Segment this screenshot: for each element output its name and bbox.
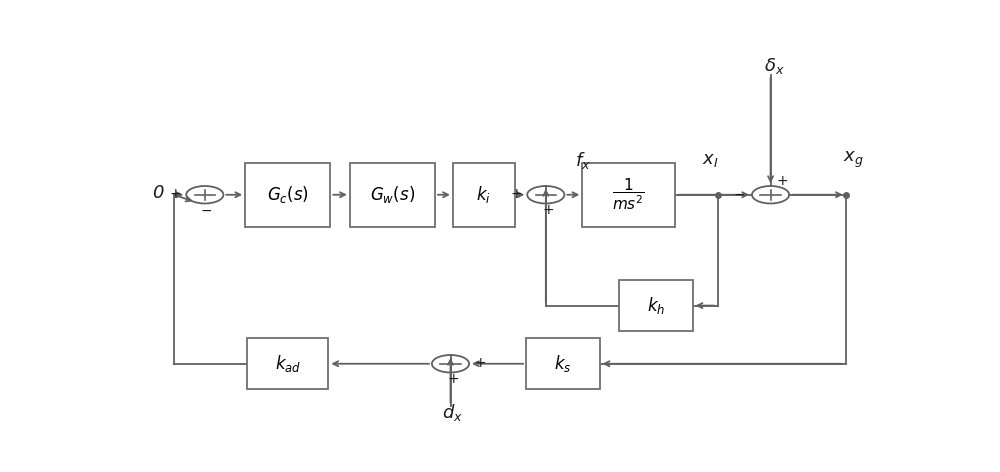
Text: $d_x$: $d_x$ (442, 402, 463, 422)
Text: $G_c(s)$: $G_c(s)$ (267, 184, 309, 205)
FancyBboxPatch shape (350, 163, 435, 227)
Text: $k_{ad}$: $k_{ad}$ (275, 353, 301, 374)
Text: 0: 0 (153, 184, 164, 202)
Text: +: + (170, 186, 181, 201)
Text: $-$: $-$ (200, 202, 212, 217)
Text: $k_h$: $k_h$ (647, 295, 665, 316)
Text: $k_i$: $k_i$ (476, 184, 491, 205)
FancyBboxPatch shape (619, 280, 693, 331)
Text: $-$: $-$ (733, 186, 746, 201)
Text: $G_w(s)$: $G_w(s)$ (370, 184, 415, 205)
Text: +: + (474, 356, 486, 370)
Text: $\delta_x$: $\delta_x$ (764, 56, 785, 76)
Text: +: + (776, 174, 788, 188)
Text: $x_g$: $x_g$ (843, 150, 864, 170)
FancyBboxPatch shape (245, 163, 330, 227)
Text: +: + (511, 186, 522, 201)
Text: $\dfrac{1}{ms^2}$: $\dfrac{1}{ms^2}$ (612, 177, 645, 212)
Text: +: + (542, 202, 554, 217)
FancyBboxPatch shape (247, 338, 328, 389)
FancyBboxPatch shape (453, 163, 515, 227)
FancyBboxPatch shape (582, 163, 675, 227)
FancyBboxPatch shape (526, 338, 600, 389)
Text: +: + (447, 371, 459, 386)
Text: $k_s$: $k_s$ (554, 353, 572, 374)
Text: $x_I$: $x_I$ (702, 151, 718, 169)
Text: $f_x$: $f_x$ (575, 150, 591, 171)
